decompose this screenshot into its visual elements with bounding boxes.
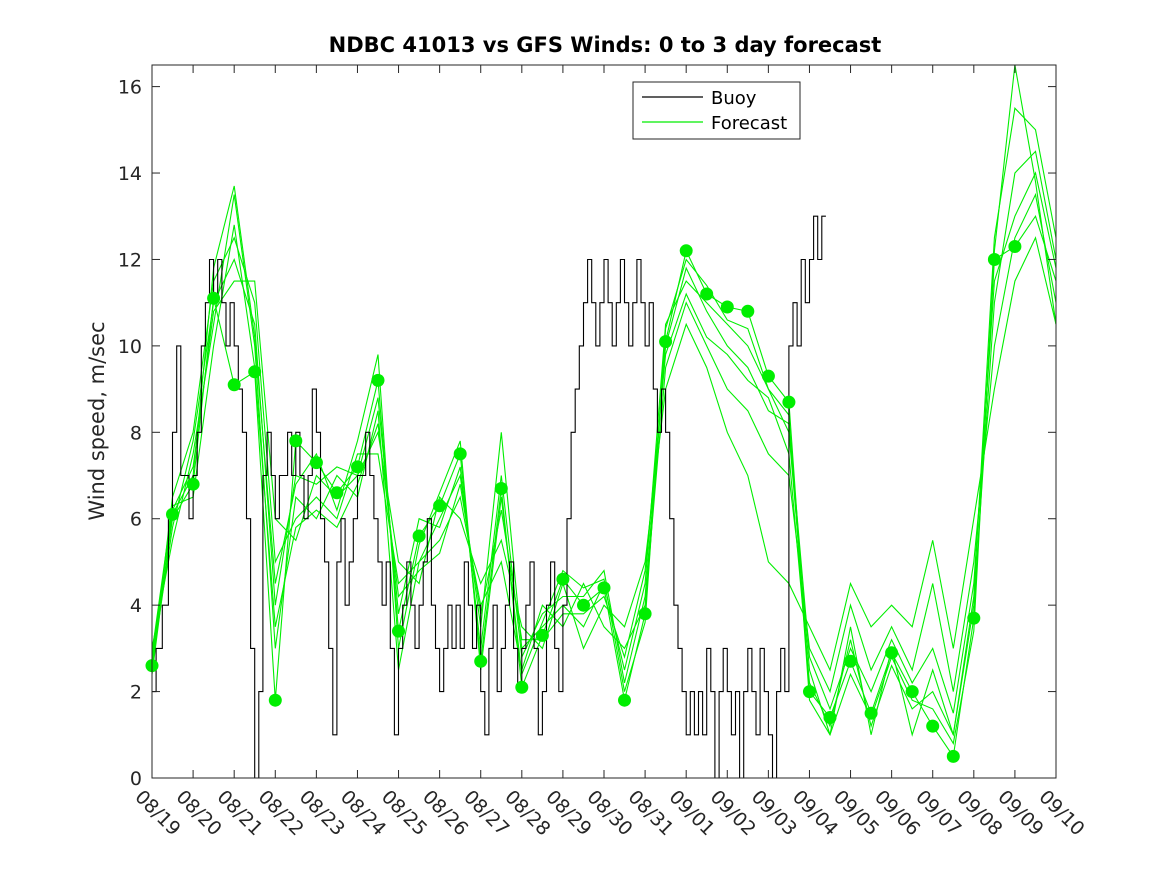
- forecast-marker: [453, 447, 467, 461]
- forecast-marker: [864, 706, 878, 720]
- forecast-marker: [577, 598, 590, 612]
- forecast-marker: [803, 685, 816, 699]
- forecast-series-3: [152, 192, 1056, 694]
- forecast-marker: [166, 507, 179, 521]
- legend-box: [632, 81, 801, 140]
- x-tick-label: 09/07: [911, 786, 965, 840]
- forecast-marker: [433, 499, 447, 513]
- y-tick-label: 0: [130, 768, 142, 790]
- x-tick-label: 08/23: [295, 786, 349, 840]
- forecast-series-5: [152, 171, 1056, 714]
- x-tick-label: 09/10: [1034, 786, 1088, 840]
- forecast-marker: [597, 581, 611, 595]
- x-tick-label: 08/30: [582, 786, 636, 840]
- y-tick-label: 8: [130, 422, 142, 444]
- forecast-marker: [926, 719, 940, 733]
- legend-forecast-label: Forecast: [711, 113, 787, 134]
- x-tick-label: 08/29: [541, 786, 595, 840]
- y-axis-label: Wind speed, m/sec: [85, 321, 109, 520]
- forecast-marker: [556, 572, 570, 586]
- forecast-marker: [309, 456, 323, 470]
- x-tick-label: 08/20: [172, 786, 226, 840]
- forecast-marker: [741, 304, 755, 318]
- forecast-marker: [515, 680, 529, 694]
- forecast-marker: [494, 482, 508, 495]
- x-tick-label: 09/09: [993, 786, 1047, 840]
- forecast-marker: [474, 654, 488, 668]
- forecast-marker: [761, 369, 775, 383]
- forecast-marker: [1008, 240, 1022, 253]
- forecast-marker: [679, 244, 693, 258]
- x-tick-label: 08/27: [459, 786, 513, 840]
- x-tick-label: 08/21: [213, 786, 267, 840]
- forecast-marker: [207, 291, 221, 305]
- forecast-marker: [535, 628, 549, 642]
- forecast-marker: [412, 529, 426, 543]
- x-tick-label: 08/28: [500, 786, 554, 840]
- y-tick-label: 12: [118, 249, 142, 271]
- forecast-marker: [227, 378, 241, 392]
- forecast-marker: [823, 711, 837, 724]
- forecast-marker: [905, 685, 919, 699]
- y-tick-label: 16: [118, 77, 142, 99]
- forecast-marker: [289, 434, 303, 448]
- x-tick-label: 08/31: [624, 786, 678, 840]
- x-tick-label: 09/02: [706, 786, 760, 840]
- legend: Buoy Forecast: [632, 81, 801, 140]
- y-tick-label: 14: [118, 163, 142, 185]
- forecast-series-7: [152, 65, 1056, 745]
- forecast-marker: [720, 300, 734, 314]
- forecast-series-4: [152, 236, 1056, 672]
- forecast-marker: [392, 624, 405, 638]
- forecast-marker: [987, 253, 1001, 266]
- forecast-marker: [700, 287, 714, 301]
- x-tick-label: 08/22: [254, 786, 308, 840]
- forecast-marker: [967, 611, 981, 625]
- plot-area: 024681012141608/1908/2008/2108/2208/2308…: [118, 64, 1089, 840]
- x-tick-label: 09/08: [952, 786, 1006, 840]
- x-tick-label: 09/01: [665, 786, 719, 840]
- x-tick-label: 08/19: [130, 786, 184, 840]
- x-tick-label: 08/24: [336, 786, 390, 840]
- forecast-marker: [330, 486, 344, 500]
- y-tick-label: 2: [130, 682, 142, 704]
- x-tick-label: 09/03: [747, 786, 801, 840]
- y-tick-label: 4: [130, 595, 142, 617]
- forecast-marker: [659, 335, 673, 349]
- x-tick-label: 09/06: [870, 786, 924, 840]
- forecast-marker: [782, 395, 796, 409]
- forecast-marker: [371, 373, 385, 387]
- forecast-marker: [268, 693, 282, 707]
- forecast-marker: [946, 749, 960, 763]
- x-tick-label: 09/04: [788, 786, 842, 840]
- forecast-marker: [248, 365, 262, 379]
- x-tick-label: 08/25: [377, 786, 431, 840]
- forecast-marker: [638, 607, 652, 621]
- forecast-series-6: [152, 107, 1056, 737]
- plot-background: [152, 65, 1056, 778]
- buoy-series: [152, 215, 826, 778]
- chart-title: NDBC 41013 vs GFS Winds: 0 to 3 day fore…: [329, 33, 882, 57]
- x-tick-label: 09/05: [829, 786, 883, 840]
- forecast-marker: [351, 460, 364, 474]
- forecast-marker: [186, 477, 200, 491]
- x-tick-label: 08/26: [418, 786, 472, 840]
- forecast-marker: [885, 646, 899, 660]
- legend-buoy-label: Buoy: [711, 88, 757, 109]
- y-tick-label: 10: [118, 336, 142, 358]
- forecast-marker: [618, 693, 631, 707]
- y-tick-label: 6: [130, 509, 142, 531]
- forecast-marker: [844, 654, 857, 668]
